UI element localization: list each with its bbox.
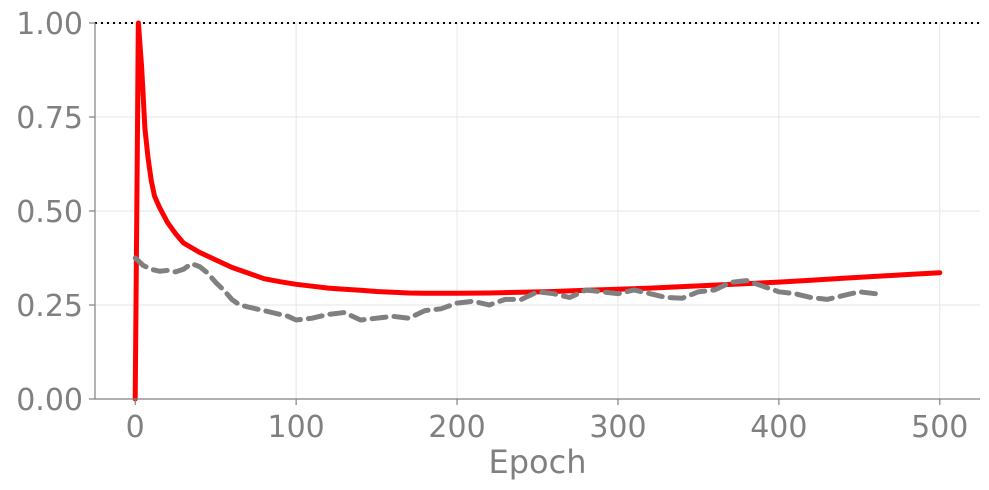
series-line-2 (132, 255, 878, 323)
x-tick-label: 500 (911, 410, 968, 445)
series-layer (132, 20, 943, 402)
y-tick-label: 0.75 (16, 101, 83, 136)
x-tick-label: 400 (750, 410, 807, 445)
series-line-1 (132, 20, 943, 402)
grid (95, 22, 980, 400)
x-tick-label: 100 (268, 410, 325, 445)
x-axis-title: Epoch (489, 443, 587, 481)
x-tick-label: 0 (126, 410, 145, 445)
x-tick-label: 200 (428, 410, 485, 445)
y-tick-label: 1.00 (16, 7, 83, 42)
y-tick-label: 0.00 (16, 383, 83, 418)
y-tick-label: 0.25 (16, 289, 83, 324)
ticks: 0 100 200 300 400 500 0.00 0.25 0.50 0.75 1.00 (16, 7, 968, 445)
x-tick-label: 300 (589, 410, 646, 445)
y-tick-label: 0.50 (16, 195, 83, 230)
